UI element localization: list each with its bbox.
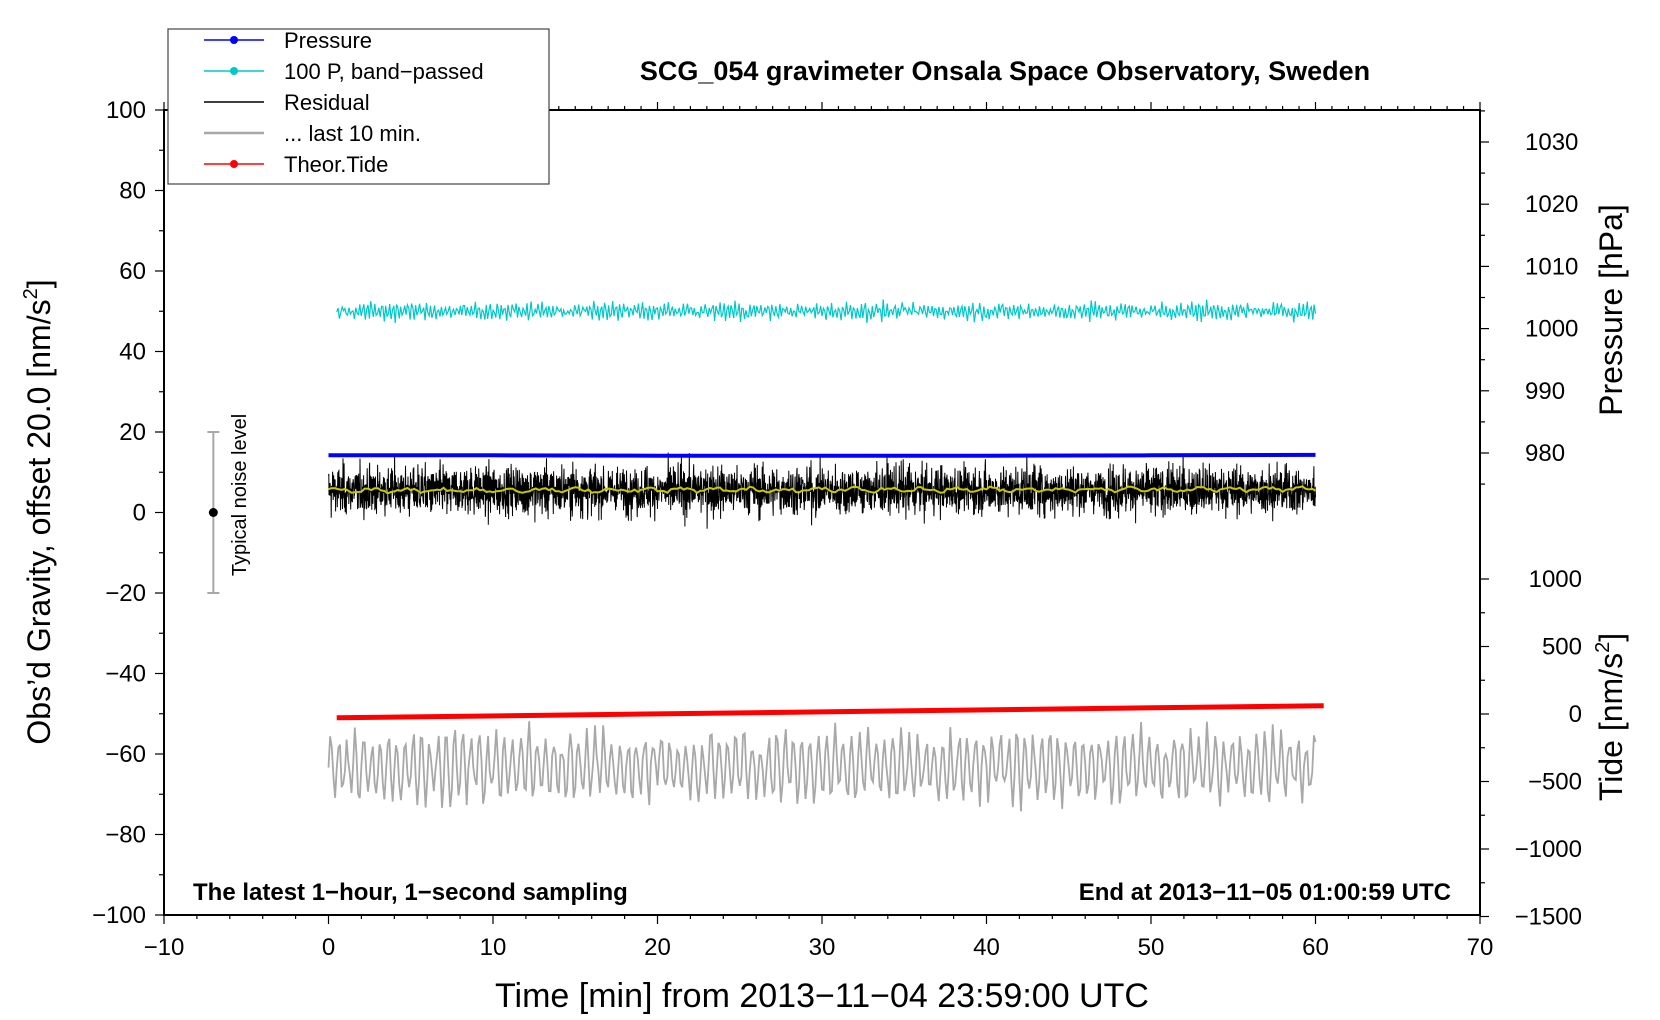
- series-pressure: [328, 452, 1316, 458]
- legend-items: Pressure 100 P, band−passed Residual ... la…: [204, 28, 484, 177]
- pressure-tick-label: 1010: [1525, 253, 1578, 280]
- series-layer: [327, 299, 1324, 812]
- x-tick-label: 50: [1138, 934, 1165, 961]
- x-tick-label: 70: [1467, 934, 1494, 961]
- tide-tick-label: −500: [1528, 769, 1582, 796]
- series-residual: [328, 452, 1316, 529]
- y-tick-label: 80: [119, 178, 146, 205]
- y-axis-left-label-sup: 2: [20, 288, 42, 299]
- y-tick-label: 20: [119, 419, 146, 446]
- tide-tick-label: −1000: [1515, 836, 1582, 863]
- noise-bar-center: [208, 508, 218, 517]
- y-tick-label: 100: [106, 97, 146, 124]
- tide-axis-label-main: Tide [nm/s: [1593, 653, 1629, 801]
- noise-indicator: [207, 431, 220, 594]
- y-axis-left: −100 −80 −60 −40 −20 0 20 40 60 80 100: [92, 97, 164, 929]
- x-tick-label: 20: [644, 934, 671, 961]
- chart-title: SCG_054 gravimeter Onsala Space Observat…: [640, 56, 1370, 86]
- y-tick-label: −20: [105, 580, 146, 607]
- note-sampling: The latest 1−hour, 1−second sampling: [193, 879, 628, 906]
- legend-label: Theor.Tide: [284, 152, 388, 177]
- legend-label: ... last 10 min.: [284, 121, 421, 146]
- y-tick-label: −40: [105, 661, 146, 688]
- legend-box: [167, 28, 550, 185]
- x-tick-label: −10: [144, 934, 185, 961]
- tide-axis-label-sup: 2: [1592, 642, 1614, 653]
- y-axis-left-label-end: ]: [21, 279, 57, 288]
- pressure-tick-label: 980: [1525, 440, 1565, 467]
- legend-marker: [230, 67, 238, 75]
- x-tick-label: 10: [480, 934, 507, 961]
- tide-tick-label: 500: [1542, 634, 1582, 661]
- pressure-axis: 980 990 1000 1010 1020 1030: [1480, 110, 1578, 485]
- note-end-time: End at 2013−11−05 01:00:59 UTC: [1079, 879, 1451, 906]
- x-tick-label: 0: [322, 934, 335, 961]
- y-tick-label: 40: [119, 339, 146, 366]
- tide-axis-label: Tide [nm/s2]: [1592, 633, 1629, 801]
- series-smoothed-residual: [328, 485, 1316, 495]
- tide-tick-label: 1000: [1529, 566, 1582, 593]
- pressure-axis-label: Pressure [hPa]: [1593, 204, 1629, 416]
- y-tick-label: −60: [105, 741, 146, 768]
- tide-axis-label-end: ]: [1593, 633, 1629, 642]
- legend-label: Residual: [284, 90, 370, 115]
- legend-marker: [230, 160, 238, 168]
- noise-label: Typical noise level: [229, 414, 251, 576]
- x-axis: −10 0 10 20 30 40 50 60 70: [144, 102, 1494, 961]
- x-tick-label: 30: [809, 934, 836, 961]
- tide-tick-label: 0: [1569, 701, 1582, 728]
- legend-marker: [230, 36, 238, 44]
- series-pressure-bandpassed: [336, 299, 1317, 324]
- legend: Pressure 100 P, band−passed Residual ... la…: [167, 28, 550, 185]
- y-axis-left-label: Obs’d Gravity, offset 20.0 [nm/s2]: [20, 279, 57, 744]
- y-tick-label: 60: [119, 258, 146, 285]
- tide-tick-label: −1500: [1515, 904, 1582, 931]
- pressure-tick-label: 1030: [1525, 129, 1578, 156]
- pressure-tick-label: 1020: [1525, 191, 1578, 218]
- x-tick-label: 60: [1302, 934, 1329, 961]
- y-tick-label: 0: [133, 500, 146, 527]
- legend-label: Pressure: [284, 28, 372, 53]
- y-tick-label: −80: [105, 822, 146, 849]
- legend-label: 100 P, band−passed: [284, 59, 484, 84]
- x-axis-label: Time [min] from 2013−11−04 23:59:00 UTC: [495, 977, 1149, 1015]
- pressure-tick-label: 1000: [1525, 316, 1578, 343]
- series-theoretical-tide: [336, 703, 1324, 721]
- tide-axis: −1500 −1000 −500 0 500 1000: [1480, 566, 1582, 931]
- x-tick-label: 40: [973, 934, 1000, 961]
- y-tick-label: −100: [92, 902, 146, 929]
- series-last-10-min: [327, 721, 1317, 812]
- y-axis-left-label-main: Obs’d Gravity, offset 20.0 [nm/s: [21, 299, 57, 744]
- pressure-tick-label: 990: [1525, 378, 1565, 405]
